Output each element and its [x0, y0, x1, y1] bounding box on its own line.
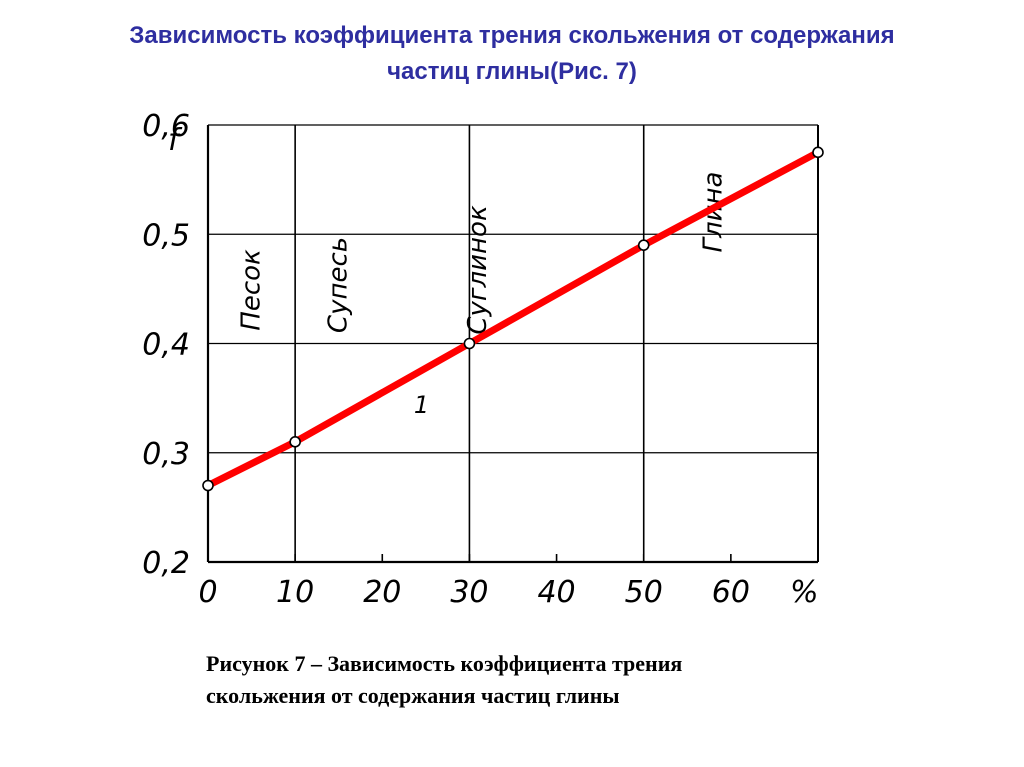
- tick-labels: 0 10 20 30 40 50 60 0,2 0,3 0,4 0,5 0,6: [142, 109, 750, 610]
- x-tick-label-4: 40: [537, 575, 575, 610]
- series-label-0: 1: [414, 391, 429, 419]
- y-tick-label-4: 0,6: [142, 109, 190, 144]
- slide-title-line-1: Зависимость коэффициента трения скольжен…: [129, 22, 895, 49]
- x-tick-label-5: 50: [625, 575, 663, 610]
- series-line-0: [204, 148, 822, 490]
- data-point-0-0: [202, 479, 214, 492]
- figure-caption: Рисунок 7 – Зависимость коэффициента тре…: [206, 648, 906, 712]
- x-tick-label-2: 20: [363, 575, 401, 610]
- x-tick-label-6: 60: [712, 575, 750, 610]
- y-tick-label-0: 0,2: [142, 546, 190, 581]
- figure-caption-line-1: Рисунок 7 – Зависимость коэффициента тре…: [206, 651, 683, 676]
- figure-caption-line-2: скольжения от содержания частиц глины: [206, 683, 620, 708]
- x-unit-label: %: [790, 575, 819, 610]
- zone-labels: Песок Супесь Суглинок Глина: [237, 172, 729, 335]
- data-point-0-1: [289, 436, 301, 448]
- zone-label-2: Суглинок: [463, 205, 493, 335]
- y-tick-label-2: 0,4: [142, 328, 190, 363]
- zone-label-0: Песок: [237, 249, 267, 331]
- zone-label-1: Супесь: [324, 237, 354, 333]
- data-point-0-3: [637, 239, 650, 251]
- grid-lines: [208, 124, 818, 562]
- slide-title: Зависимость коэффициента трения скольжен…: [0, 18, 1024, 90]
- x-tick-label-0: 0: [198, 575, 217, 610]
- y-tick-label-3: 0,5: [142, 218, 190, 253]
- data-point-0-4: [812, 146, 824, 159]
- series-layer: 1: [202, 146, 824, 492]
- x-tick-label-1: 10: [276, 575, 314, 610]
- data-point-0-2: [463, 337, 476, 350]
- slide-title-line-2: частиц глины(Рис. 7): [387, 58, 637, 85]
- x-tick-label-3: 30: [450, 575, 488, 610]
- y-tick-label-1: 0,3: [142, 437, 190, 472]
